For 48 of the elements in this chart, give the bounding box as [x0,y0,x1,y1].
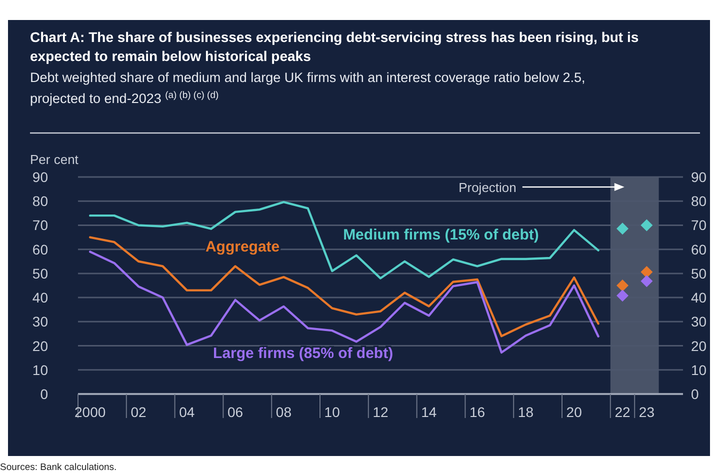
y-tick-label: 40 [32,290,48,306]
y-tick-label: 50 [32,265,48,282]
point [640,275,653,288]
y-tick-label: 30 [32,314,48,330]
y-tick-label: 80 [32,193,48,210]
y-tick-label: 0 [40,386,48,402]
x-tick-label: 04 [179,404,195,420]
y-tick-label: 20 [32,338,48,354]
series-label: Medium firms (15% of debt) [343,226,539,244]
x-tick-label: 22 [614,404,630,420]
x-tick-label: 18 [518,404,534,420]
y2-tick-label: 0 [691,386,699,402]
y2-tick-label: 90 [691,169,707,185]
point [616,222,628,235]
point [616,290,628,302]
y2-tick-label: 80 [691,193,707,210]
point [640,266,653,278]
line-series [89,200,600,280]
y2-tick-label: 30 [691,314,707,330]
y-tick-label: 70 [32,217,48,234]
x-tick-label: 06 [228,404,244,420]
series-label: Aggregate [205,238,280,256]
band-label: Projection [458,180,516,195]
y2-tick-label: 20 [691,338,707,354]
x-tick-label: 12 [372,404,388,420]
y2-tick-label: 40 [691,290,707,306]
y-tick-label: 60 [32,241,48,258]
y-tick-label: 10 [32,362,48,378]
y-tick-label: 90 [32,169,48,185]
y2-tick-label: 50 [691,265,707,282]
x-tick-label: 23 [638,404,655,420]
x-tick-label: 08 [276,404,292,420]
point [640,219,653,232]
y2-tick-label: 70 [691,217,707,234]
x-tick-label: 2000 [74,404,106,420]
chart-subtitle: Debt weighted share of medium and large UK firms with an interest coverage ratio below 2.5, projected to end-2023 $^{(a) (b) (c) (d)}$ [30,70,586,106]
x-tick-label: 16 [470,404,486,420]
y2-tick-label: 10 [691,362,707,378]
source-note: Sources: Bank calculations. [0,462,117,473]
x-tick-label: 10 [324,404,340,420]
x-tick-label: 20 [566,404,582,420]
chart-title: Chart A: The share of businesses experiencing debt-servicing stress has been rising, but is expected to remain below historical peaks [30,29,639,64]
y-axis-title: Per cent [30,152,79,167]
x-tick-label: 02 [130,404,146,420]
y2-tick-label: 60 [691,241,707,258]
x-tick-label: 14 [421,404,437,420]
series-label: Large firms (85% of debt) [213,344,394,362]
point [616,280,628,292]
